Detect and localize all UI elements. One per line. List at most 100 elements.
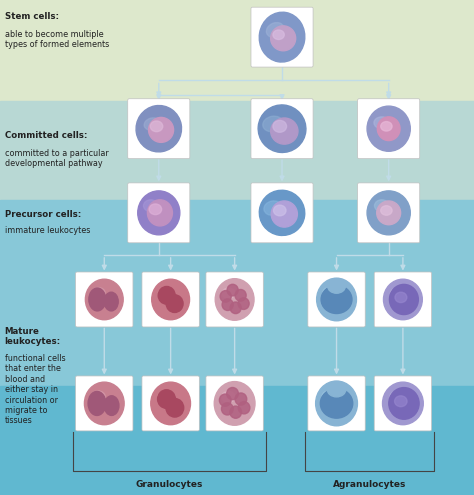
Ellipse shape [322,391,337,403]
Bar [0,200,474,386]
Ellipse shape [266,23,284,38]
Circle shape [235,290,246,301]
FancyBboxPatch shape [75,272,133,327]
Ellipse shape [374,117,390,129]
Circle shape [227,284,238,296]
FancyBboxPatch shape [251,183,313,243]
Text: Committed cells:: Committed cells: [5,131,87,140]
Circle shape [219,394,231,406]
Ellipse shape [321,286,352,313]
Ellipse shape [91,288,105,299]
Ellipse shape [317,278,356,321]
Ellipse shape [166,295,183,312]
Ellipse shape [214,382,255,425]
Ellipse shape [390,392,403,402]
Ellipse shape [148,117,173,143]
Ellipse shape [264,201,282,215]
Circle shape [238,298,249,309]
Ellipse shape [383,382,423,425]
Ellipse shape [150,121,163,132]
Ellipse shape [395,292,407,302]
FancyBboxPatch shape [251,7,313,67]
Ellipse shape [104,292,118,311]
Ellipse shape [144,118,160,130]
Ellipse shape [390,285,419,314]
Circle shape [230,406,242,418]
FancyBboxPatch shape [357,183,419,243]
FancyBboxPatch shape [206,272,264,327]
Ellipse shape [377,117,400,141]
FancyBboxPatch shape [374,272,431,327]
Ellipse shape [84,382,124,425]
Ellipse shape [377,201,401,225]
Ellipse shape [389,388,419,419]
Ellipse shape [391,288,403,298]
Ellipse shape [166,398,184,417]
Ellipse shape [136,105,182,152]
Ellipse shape [158,287,175,304]
Bar [0,101,474,200]
Ellipse shape [147,200,173,226]
Ellipse shape [320,389,353,418]
Ellipse shape [367,106,410,151]
Ellipse shape [327,382,346,397]
Ellipse shape [383,279,422,320]
FancyBboxPatch shape [75,376,133,431]
Ellipse shape [263,116,283,132]
FancyBboxPatch shape [128,99,190,158]
FancyBboxPatch shape [374,376,431,431]
Ellipse shape [258,105,306,152]
Ellipse shape [259,12,305,62]
Ellipse shape [381,206,392,215]
Circle shape [235,393,247,405]
Text: Precursor cells:: Precursor cells: [5,210,81,219]
Bar [0,386,474,495]
Ellipse shape [151,382,191,425]
Ellipse shape [152,279,190,320]
Ellipse shape [273,120,287,132]
Ellipse shape [222,288,235,298]
Ellipse shape [157,390,175,408]
Ellipse shape [316,381,357,426]
Ellipse shape [100,399,109,410]
Ellipse shape [138,191,180,235]
Ellipse shape [259,190,305,236]
FancyBboxPatch shape [357,99,419,158]
Ellipse shape [91,391,105,403]
Ellipse shape [273,205,286,216]
Bar [0,0,474,101]
Ellipse shape [374,200,389,212]
Ellipse shape [144,200,158,212]
Ellipse shape [271,201,297,227]
Circle shape [221,403,233,415]
Ellipse shape [158,288,171,298]
Circle shape [238,401,250,414]
Ellipse shape [381,122,392,131]
Text: Mature
leukocytes:: Mature leukocytes: [5,327,61,346]
FancyBboxPatch shape [206,376,264,431]
Text: able to become multiple
types of formed elements: able to become multiple types of formed … [5,30,109,49]
Ellipse shape [88,392,106,415]
Ellipse shape [271,118,298,144]
Circle shape [227,388,238,400]
Ellipse shape [104,396,119,415]
FancyBboxPatch shape [308,272,365,327]
Circle shape [220,291,231,302]
Ellipse shape [271,26,296,51]
FancyBboxPatch shape [308,376,365,431]
Text: Stem cells:: Stem cells: [5,12,59,21]
Text: Granulocytes: Granulocytes [136,480,203,489]
Text: functional cells
that enter the
blood and
either stay in
circulation or
migrate : functional cells that enter the blood an… [5,354,65,425]
FancyBboxPatch shape [128,183,190,243]
Ellipse shape [89,288,106,311]
Ellipse shape [394,396,407,407]
Ellipse shape [215,279,254,320]
FancyBboxPatch shape [251,99,313,158]
Circle shape [222,299,233,310]
Ellipse shape [367,191,410,235]
Ellipse shape [100,296,108,306]
FancyBboxPatch shape [142,376,199,431]
Text: immature leukocytes: immature leukocytes [5,226,90,235]
Ellipse shape [85,279,123,320]
Ellipse shape [157,392,171,402]
